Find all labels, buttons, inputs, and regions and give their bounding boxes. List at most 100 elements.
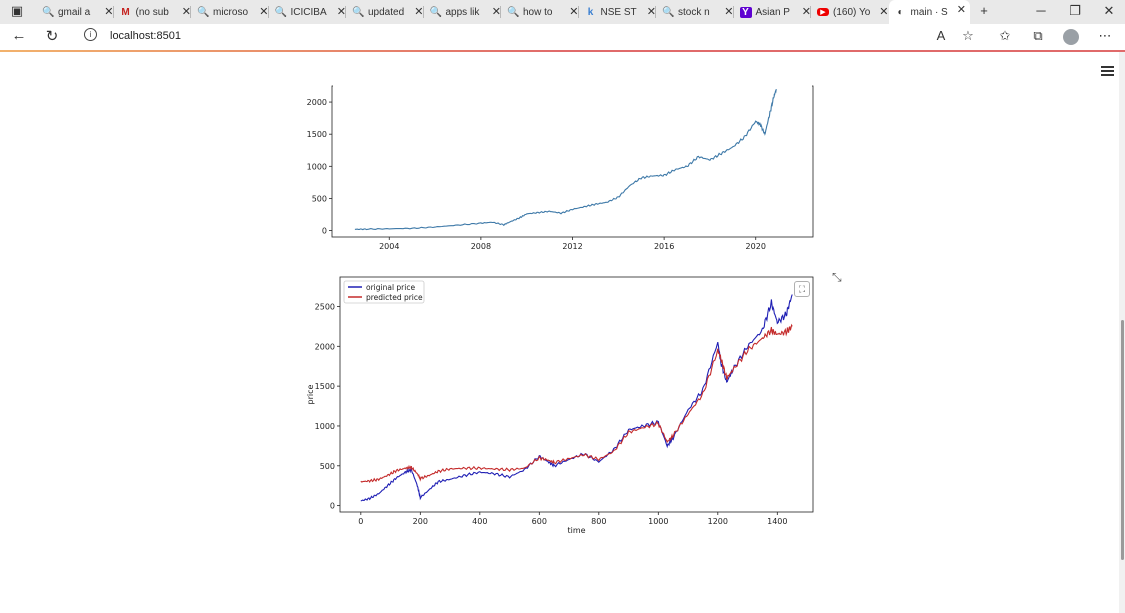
search-icon: 🔍 xyxy=(274,6,287,18)
tab-title: (no sub xyxy=(135,6,169,18)
close-tab-icon[interactable]: ✕ xyxy=(414,6,424,18)
refresh-icon[interactable]: ↻ xyxy=(45,28,59,45)
profile-avatar[interactable] xyxy=(1063,29,1079,45)
close-tab-icon[interactable]: ✕ xyxy=(956,4,966,16)
youtube-icon: ▶ xyxy=(817,8,829,16)
series-line xyxy=(360,294,793,502)
close-tab-icon[interactable]: ✕ xyxy=(104,6,114,18)
minimize-button[interactable]: ─ xyxy=(1036,3,1046,18)
frame-mask xyxy=(333,85,812,87)
x-tick-label: 600 xyxy=(532,517,547,526)
x-tick-label: 0 xyxy=(358,517,363,526)
search-icon: 🔍 xyxy=(662,6,675,18)
x-tick-label: 2008 xyxy=(471,242,491,251)
browser-tab[interactable]: ◐ main · S ✕ xyxy=(888,0,970,24)
restore-button[interactable]: ❐ xyxy=(1069,3,1081,18)
close-window-button[interactable]: ✕ xyxy=(1103,3,1115,18)
search-icon: 🔍 xyxy=(352,6,365,18)
app-menu-icon[interactable] xyxy=(1101,66,1114,78)
collections-icon[interactable]: ⧉ xyxy=(1033,28,1043,43)
tab-title: updated xyxy=(368,6,405,18)
close-tab-icon[interactable]: ✕ xyxy=(879,6,889,18)
close-tab-icon[interactable]: ✕ xyxy=(569,6,579,18)
tab-title: NSE ST xyxy=(600,6,637,18)
y-tick-label: 1500 xyxy=(315,382,335,391)
browser-tab[interactable]: 🔍 updated ✕ xyxy=(346,2,428,22)
series-line xyxy=(360,323,793,484)
x-axis-label: time xyxy=(567,526,585,535)
browser-tab[interactable]: 🔍 ICICIBA ✕ xyxy=(269,2,351,22)
tab-title: Asian P xyxy=(755,6,790,18)
legend-entry: predicted price xyxy=(366,293,423,302)
series-line xyxy=(354,89,777,231)
x-tick-label: 400 xyxy=(472,517,487,526)
x-tick-label: 2012 xyxy=(562,242,582,251)
browser-tab[interactable]: 🔍 how to ✕ xyxy=(501,2,583,22)
close-tab-icon[interactable]: ✕ xyxy=(336,6,346,18)
tab-title: microso xyxy=(213,6,249,18)
search-icon: 🔍 xyxy=(507,6,520,18)
x-tick-label: 2020 xyxy=(746,242,766,251)
y-tick-label: 1500 xyxy=(307,130,327,139)
browser-tab[interactable]: 🔍 apps lik ✕ xyxy=(424,2,506,22)
y-axis-label: price xyxy=(306,384,315,404)
legend-entry: original price xyxy=(366,283,415,292)
tab-strip: ▣ 🔍 gmail a ✕ M (no sub ✕ 🔍 microso ✕ 🔍 ICICIBA ✕ 🔍 u… xyxy=(0,0,1125,24)
browser-tab[interactable]: 🔍 microso ✕ xyxy=(191,2,273,22)
kite-icon: k xyxy=(587,6,594,18)
tab-actions-icon[interactable]: ▣ xyxy=(10,3,24,18)
y-tick-label: 1000 xyxy=(307,162,327,171)
tab-title: gmail a xyxy=(58,6,91,18)
chart-0: 2004 2008 2012 2016 2020 0 500 1000 1500 2000 xyxy=(307,85,814,251)
add-favorite-icon[interactable]: ☆ xyxy=(962,28,974,43)
y-tick-label: 1000 xyxy=(315,422,335,431)
browser-tab[interactable]: k NSE ST ✕ xyxy=(579,2,661,22)
browser-tab[interactable]: Y Asian P ✕ xyxy=(734,2,816,22)
x-tick-label: 1200 xyxy=(708,517,728,526)
tab-title: how to xyxy=(523,6,553,18)
legend-box xyxy=(343,280,425,304)
x-tick-label: 800 xyxy=(591,517,606,526)
streamlit-icon: ◐ xyxy=(897,6,904,18)
browser-tab[interactable]: 🔍 gmail a ✕ xyxy=(36,2,118,22)
fullscreen-chart-icon[interactable]: ⛶ xyxy=(794,281,810,297)
x-tick-label: 1400 xyxy=(767,517,787,526)
plot-frame xyxy=(331,85,814,238)
y-tick-label: 2500 xyxy=(315,302,335,311)
y-tick-label: 500 xyxy=(312,194,327,203)
close-tab-icon[interactable]: ✕ xyxy=(259,6,269,18)
read-aloud-icon[interactable]: A xyxy=(936,28,946,43)
tab-title: ICICIBA xyxy=(290,6,327,18)
search-icon: 🔍 xyxy=(42,6,55,18)
x-tick-label: 2004 xyxy=(379,242,399,251)
url-field[interactable]: localhost:8501 xyxy=(110,30,181,42)
chart-1: 0 200 400 600 800 1000 1200 1400 0 500 1000 1500 200… xyxy=(306,276,814,535)
close-tab-icon[interactable]: ✕ xyxy=(724,6,734,18)
close-tab-icon[interactable]: ✕ xyxy=(801,6,811,18)
x-tick-label: 200 xyxy=(413,517,428,526)
page-scrollbar-thumb[interactable] xyxy=(1121,320,1124,560)
browser-tab[interactable]: M (no sub ✕ xyxy=(114,2,196,22)
expand-chart-icon[interactable]: ⤡ xyxy=(832,270,842,284)
close-tab-icon[interactable]: ✕ xyxy=(181,6,191,18)
y-tick-label: 0 xyxy=(330,502,335,511)
new-tab-button[interactable]: + xyxy=(980,3,988,18)
browser-tab[interactable]: 🔍 stock n ✕ xyxy=(656,2,738,22)
page-loading-bar xyxy=(0,50,1125,52)
browser-tab[interactable]: ▶ (160) Yo ✕ xyxy=(811,2,893,22)
back-arrow-icon[interactable]: ← xyxy=(11,27,27,44)
more-menu-icon[interactable]: ⋯ xyxy=(1098,28,1112,43)
favorites-icon[interactable]: ✩ xyxy=(999,28,1011,43)
gmail-icon: M xyxy=(121,6,130,18)
x-tick-label: 2016 xyxy=(654,242,674,251)
address-bar: ← ↻ i localhost:8501 A ☆ ✩ ⧉ ⋯ xyxy=(0,24,1125,51)
y-tick-label: 2000 xyxy=(307,98,327,107)
tab-title: stock n xyxy=(678,6,710,18)
x-tick-label: 1000 xyxy=(648,517,668,526)
close-tab-icon[interactable]: ✕ xyxy=(646,6,656,18)
close-tab-icon[interactable]: ✕ xyxy=(491,6,501,18)
site-info-icon[interactable]: i xyxy=(84,28,97,41)
y-tick-label: 2000 xyxy=(315,342,335,351)
